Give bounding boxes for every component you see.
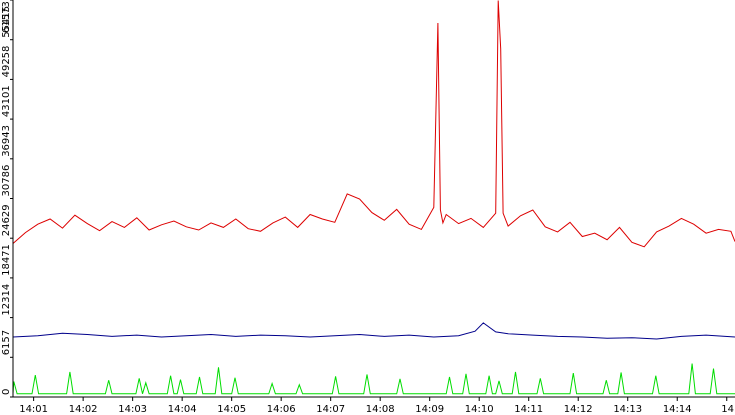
x-tick-label: 14:04 [168,404,197,415]
x-tick-label: 14:11 [514,404,543,415]
y-axis: 0 6157 12314 18471 24629 30786 36943 43101 49258… [1,0,14,398]
y-tick-label: 24629 [1,204,12,236]
x-tick-label: 14:03 [118,404,147,415]
series-line-3 [12,363,735,395]
series-line-2 [12,322,735,340]
x-tick-label: 14:02 [69,404,98,415]
y-tick-label: 18471 [1,244,12,276]
y-tick-label: 55415 [1,6,12,38]
y-tick-label: 61573 [1,1,12,33]
y-tick-label: 30786 [1,165,12,197]
x-tick-label: 14:13 [613,404,642,415]
y-tick-label: 12314 [1,284,12,316]
y-tick-label: 36943 [1,125,12,157]
y-tick-label: 0 [1,389,12,395]
x-axis: 14:01 14:02 14:03 14:04 14:05 14:06 14:07 14:08… [13,396,735,415]
x-tick-label: 14 [721,404,734,415]
x-tick-label: 14:06 [267,404,296,415]
x-tick-label: 14:05 [217,404,246,415]
x-tick-label: 14:08 [366,404,395,415]
plot-area [12,0,735,395]
x-tick-label: 14:10 [465,404,494,415]
x-tick-label: 14:14 [663,404,692,415]
y-tick-label: 43101 [1,85,12,117]
x-tick-label: 14:01 [19,404,48,415]
x-tick-label: 14:09 [415,404,444,415]
y-tick-label: 6157 [1,330,12,355]
series-line-1 [12,0,735,248]
x-tick-label: 14:12 [564,404,593,415]
y-tick-label: 49258 [1,46,12,78]
x-tick-label: 14:07 [316,404,345,415]
